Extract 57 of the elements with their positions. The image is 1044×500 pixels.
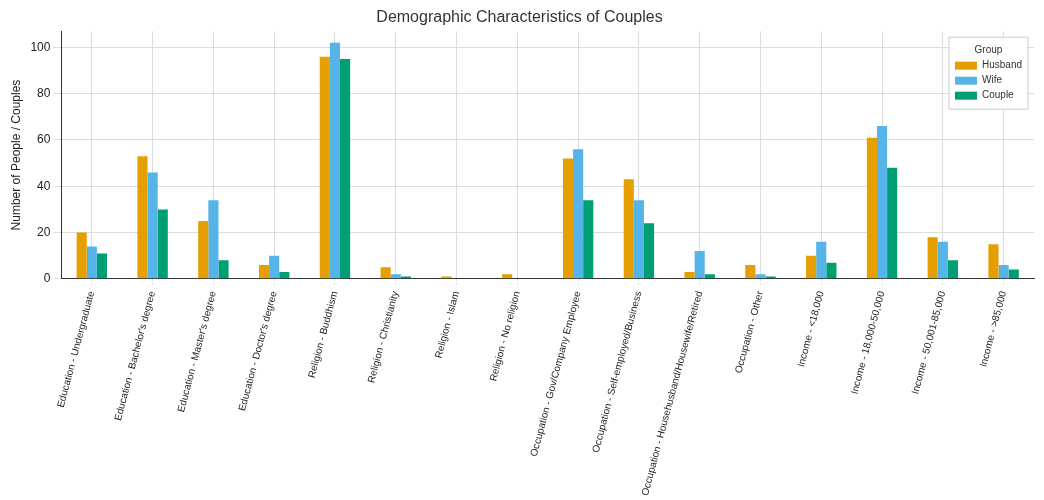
y-tick-label: 20 (37, 224, 51, 239)
legend-title: Group (974, 44, 1003, 56)
bar (998, 264, 1009, 279)
bar (573, 149, 584, 279)
bar (269, 255, 280, 279)
bar (86, 246, 97, 279)
bar (340, 58, 351, 279)
bar (218, 260, 229, 279)
bar (279, 271, 290, 279)
x-tick-label: Religion - No religion (487, 289, 522, 383)
legend-label: Husband (981, 59, 1022, 71)
bar (502, 274, 513, 279)
x-tick-label: Income - <18,000 (795, 289, 826, 369)
legend-label: Wife (981, 74, 1003, 86)
y-tick-label: 60 (37, 132, 51, 147)
bar (755, 274, 766, 279)
x-tick-label: Religion - Islam (432, 289, 462, 360)
bar (258, 264, 270, 279)
bar (806, 255, 817, 279)
bar (76, 232, 87, 279)
chart-title: Demographic Characteristics of Couples (376, 8, 663, 26)
bar (137, 156, 148, 279)
bar (623, 179, 634, 279)
bar (866, 137, 877, 279)
y-tick-label: 80 (37, 86, 51, 101)
y-tick-label: 0 (43, 271, 51, 286)
bar (319, 56, 330, 279)
bar (988, 244, 999, 279)
bar (927, 237, 938, 279)
bar (208, 200, 219, 279)
bar (157, 209, 168, 279)
bar (380, 267, 391, 279)
legend-label: Couple (981, 89, 1015, 101)
y-axis-title: Number of People / Couples (8, 79, 23, 231)
bar (694, 251, 705, 279)
bar (198, 221, 209, 279)
x-tick-label: Income - >85,000 (977, 289, 1009, 369)
bar (643, 223, 655, 279)
bar (633, 200, 644, 279)
bar (1008, 269, 1019, 279)
bar (947, 260, 959, 279)
bar (745, 264, 756, 279)
y-tick-label: 40 (37, 178, 51, 193)
y-tick-label: 100 (30, 39, 51, 54)
bar (704, 274, 715, 279)
bar (816, 241, 827, 279)
bar (96, 253, 108, 279)
bar (887, 167, 898, 279)
bar (684, 271, 695, 279)
bar (583, 200, 594, 279)
bar (147, 172, 158, 279)
bar (390, 274, 401, 279)
bar (876, 126, 888, 279)
bar (826, 262, 837, 279)
bar (562, 158, 574, 279)
bar (329, 42, 341, 279)
bar (937, 241, 948, 279)
